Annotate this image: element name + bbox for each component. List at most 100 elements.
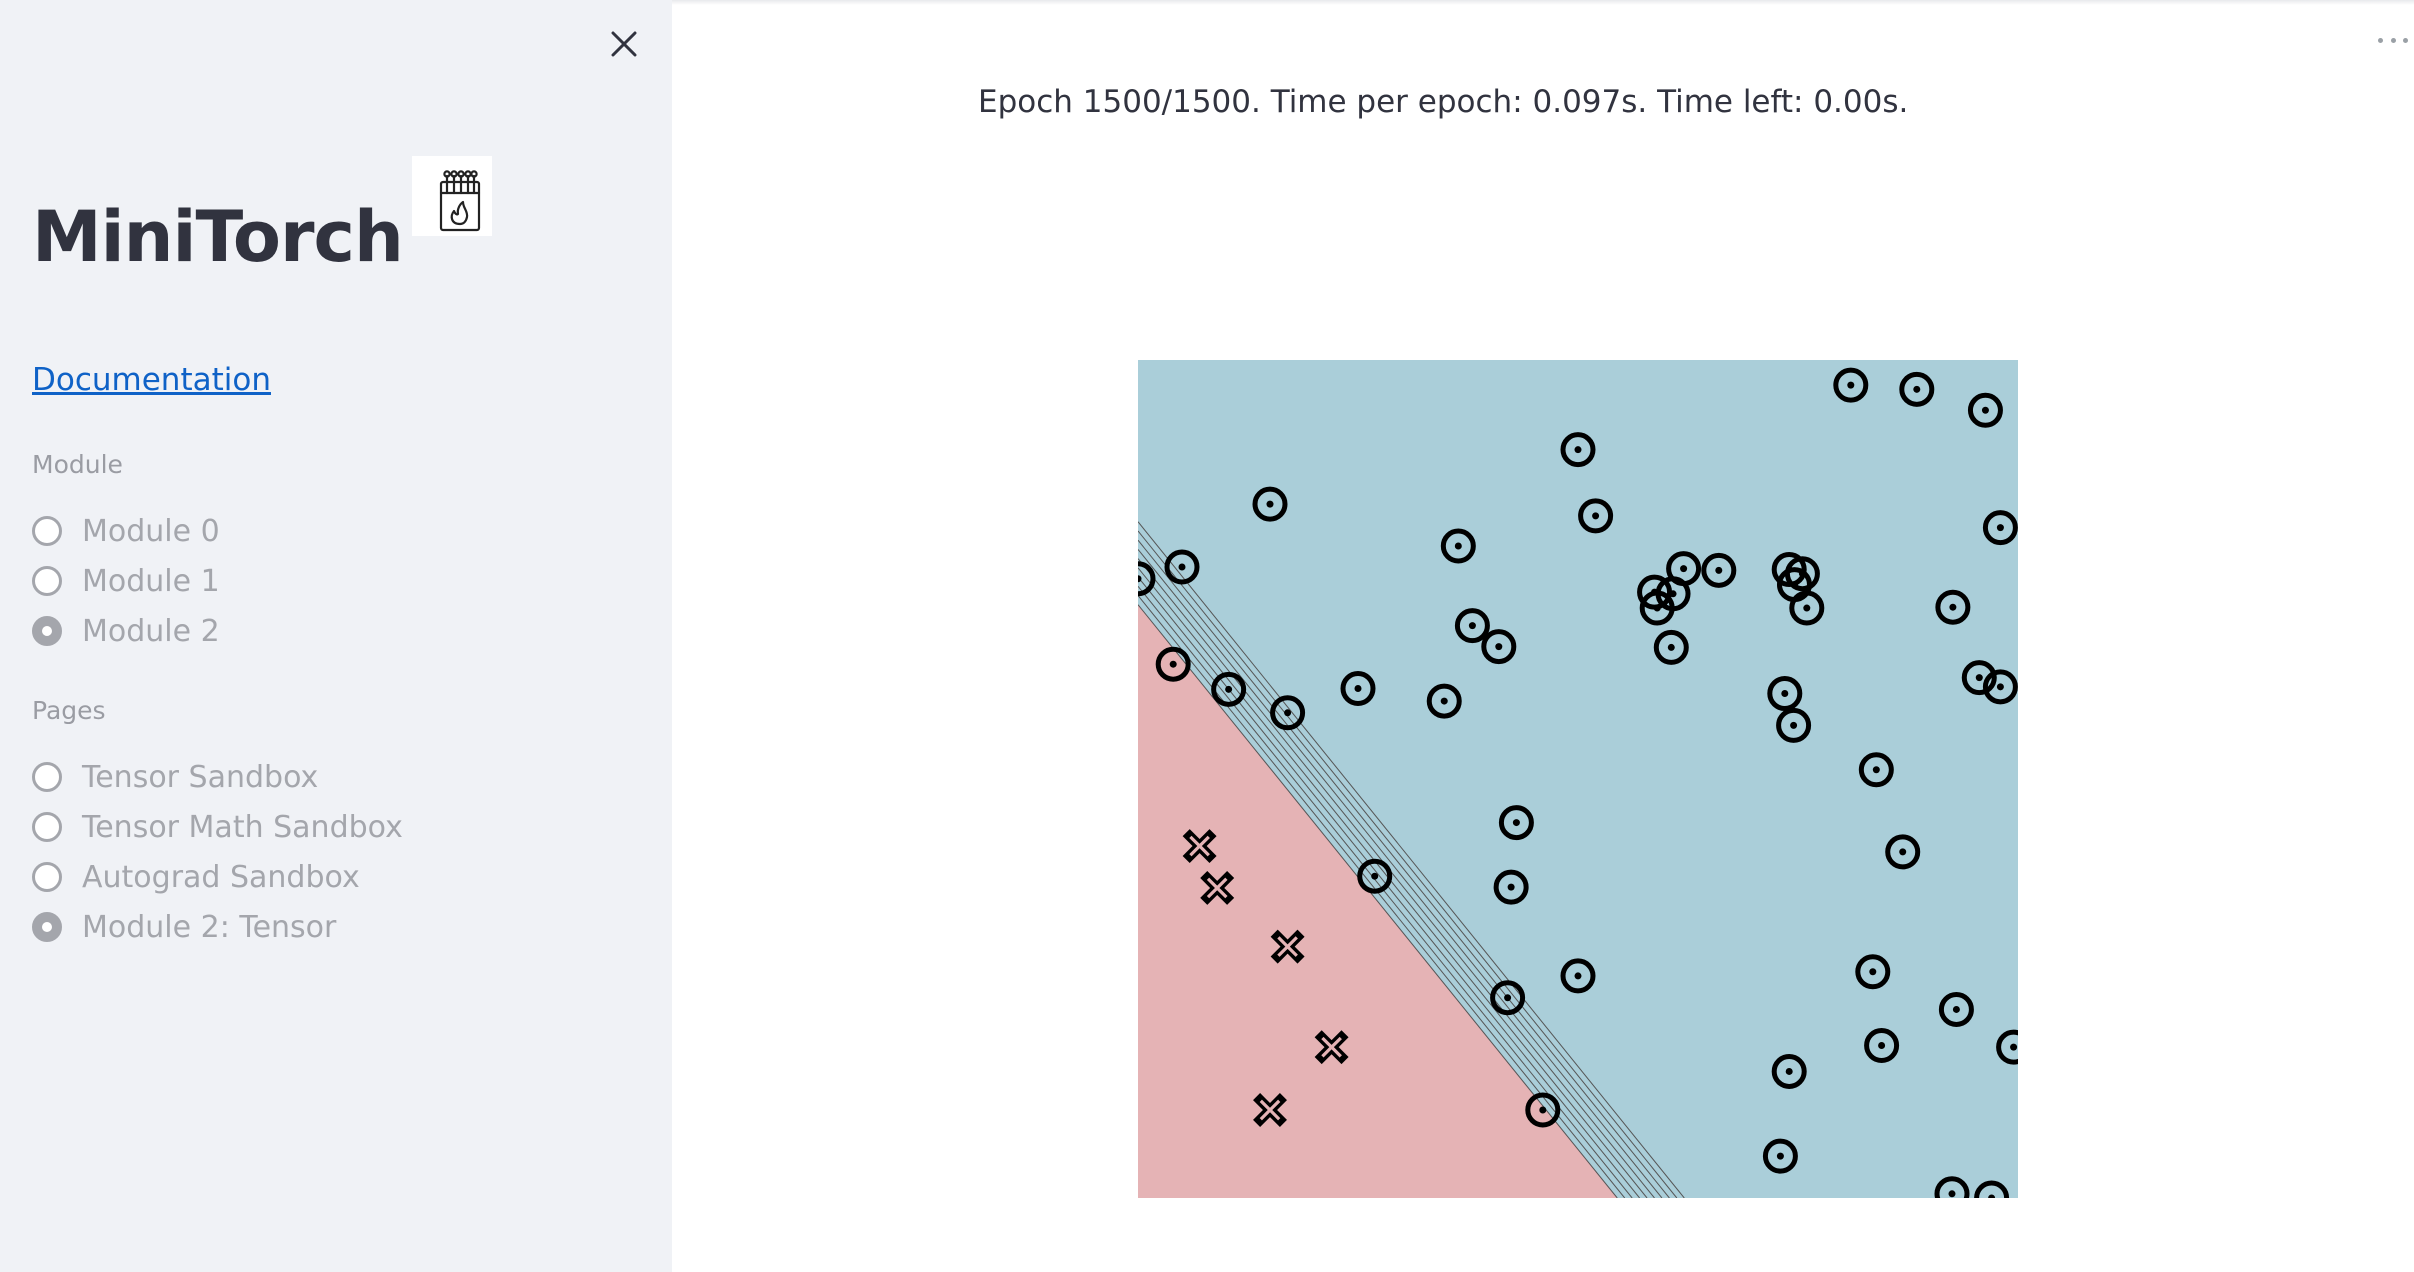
pages-group-label: Pages	[32, 696, 106, 725]
point-class-1-center	[1138, 575, 1142, 583]
point-class-1-center	[1790, 721, 1798, 729]
scatter-plot-svg	[1138, 360, 2018, 1198]
radio-circle[interactable]	[32, 812, 62, 842]
point-class-0	[1200, 870, 1235, 905]
point-class-1-center	[1512, 819, 1520, 827]
point-class-1-center	[1803, 604, 1811, 612]
point-class-1-center	[1847, 381, 1855, 389]
point-class-1	[1771, 1053, 1807, 1089]
point-class-1	[1833, 367, 1869, 403]
point-class-1	[1498, 805, 1534, 841]
radio-circle[interactable]	[32, 516, 62, 546]
radio-circle-selected[interactable]	[32, 912, 62, 942]
point-class-1	[1155, 646, 1191, 682]
radio-label: Autograd Sandbox	[82, 859, 360, 895]
point-class-1-center	[1899, 848, 1907, 856]
point-class-1-center	[1981, 406, 1989, 414]
radio-circle[interactable]	[32, 566, 62, 596]
radio-circle[interactable]	[32, 762, 62, 792]
point-class-1	[1138, 561, 1156, 597]
point-class-1	[1701, 552, 1737, 588]
app-title: MiniTorch	[32, 196, 404, 278]
radio-label: Module 2	[82, 613, 220, 649]
point-class-0	[1253, 1093, 1287, 1127]
point-class-1	[1653, 629, 1689, 665]
point-class-1	[1426, 683, 1462, 719]
contour-line	[1138, 549, 1663, 1198]
point-class-1-center	[1952, 1005, 1960, 1013]
radio-module-2[interactable]: Module 2	[32, 611, 220, 651]
point-class-1-center	[1669, 590, 1677, 598]
point-class-1	[1864, 1027, 1900, 1063]
point-class-1	[1211, 671, 1247, 707]
sidebar: MiniTorch Documentation Module Module 0 …	[0, 0, 672, 1272]
contour-line	[1138, 558, 1655, 1198]
point-class-1-center	[1913, 385, 1921, 393]
more-options-icon	[2378, 37, 2383, 43]
point-class-1-center	[1975, 674, 1983, 682]
point-class-1	[1252, 486, 1288, 522]
point-class-1	[1899, 371, 1935, 407]
radio-autograd-sandbox[interactable]: Autograd Sandbox	[32, 857, 360, 897]
point-class-1-center	[1996, 683, 2004, 691]
point-class-1	[1560, 958, 1596, 994]
sidebar-close-button[interactable]	[600, 24, 648, 64]
point-class-1	[1938, 991, 1974, 1027]
point-class-1-center	[1653, 604, 1661, 612]
point-class-1-center	[1266, 500, 1274, 508]
point-class-1	[1525, 1092, 1561, 1128]
point-class-1-center	[1539, 1106, 1547, 1114]
radio-circle[interactable]	[32, 862, 62, 892]
point-class-1-center	[1371, 872, 1379, 880]
close-icon	[611, 31, 637, 57]
point-class-1-center	[1440, 697, 1448, 705]
point-class-1-center	[1781, 690, 1789, 698]
point-class-1	[1164, 549, 1200, 585]
point-class-0	[1270, 929, 1305, 964]
point-class-1-center	[1504, 994, 1512, 1002]
point-class-1	[1270, 695, 1306, 731]
radio-label: Tensor Math Sandbox	[82, 809, 403, 845]
point-class-1-center	[1949, 603, 1957, 611]
top-gradient-bar	[0, 0, 2414, 5]
radio-module-1[interactable]: Module 1	[32, 561, 220, 601]
radio-module-2-tensor[interactable]: Module 2: Tensor	[32, 907, 336, 947]
point-class-1	[1655, 576, 1691, 612]
point-class-1-center	[2010, 1043, 2018, 1051]
point-class-1	[1578, 498, 1614, 534]
point-class-1-center	[1354, 684, 1362, 692]
radio-module-0[interactable]: Module 0	[32, 511, 220, 551]
point-class-1-center	[1169, 660, 1177, 668]
more-options-icon	[2403, 37, 2408, 43]
point-class-1	[1767, 676, 1803, 712]
more-options-icon	[2390, 37, 2396, 43]
point-class-1	[1982, 669, 2018, 705]
point-class-1	[1934, 1176, 1970, 1198]
radio-tensor-sandbox[interactable]: Tensor Sandbox	[32, 757, 318, 797]
point-class-1-center	[1869, 968, 1877, 976]
radio-tensor-math-sandbox[interactable]: Tensor Math Sandbox	[32, 807, 403, 847]
point-class-1	[1935, 589, 1971, 625]
main-menu-button[interactable]	[2378, 28, 2408, 52]
point-class-1-center	[1785, 1067, 1793, 1075]
documentation-link[interactable]: Documentation	[32, 362, 271, 398]
point-class-1-center	[1507, 883, 1515, 891]
radio-circle-selected[interactable]	[32, 616, 62, 646]
point-class-1-center	[1988, 1194, 1996, 1198]
contour-line	[1138, 539, 1670, 1198]
point-class-1	[1982, 510, 2018, 546]
point-class-1-center	[1790, 581, 1798, 589]
matchbox-flame-icon	[439, 170, 481, 232]
point-class-0	[1314, 1030, 1349, 1065]
point-class-1-center	[1948, 1190, 1956, 1198]
contour-line	[1138, 604, 1618, 1198]
point-class-0	[1182, 829, 1217, 864]
radio-label: Module 0	[82, 513, 220, 549]
point-class-1	[1440, 528, 1476, 564]
training-status-text: Epoch 1500/1500. Time per epoch: 0.097s.…	[978, 84, 1909, 120]
contour-line	[1138, 530, 1678, 1198]
point-class-1	[1967, 392, 2003, 428]
point-class-1	[1340, 670, 1376, 706]
point-class-1	[1560, 432, 1596, 468]
point-class-1-center	[1574, 972, 1582, 980]
